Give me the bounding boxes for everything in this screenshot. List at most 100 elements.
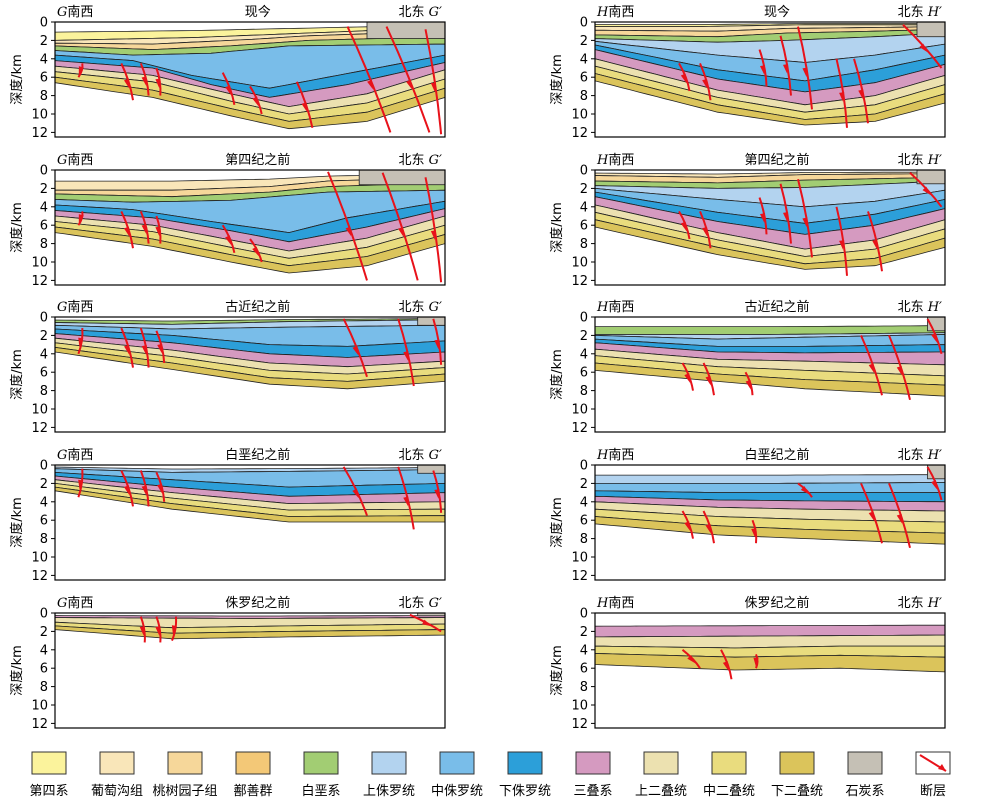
legend-label: 白垩系 (301, 783, 340, 799)
stratum-c (916, 22, 945, 38)
profile-end-label: 北东 H′ (898, 5, 942, 20)
y-tick-label: 6 (40, 219, 48, 234)
y-tick-label: 2 (580, 182, 588, 197)
profile-start-label: H南西 (596, 152, 634, 168)
fault-arrow (705, 523, 711, 534)
y-tick-label: 12 (571, 274, 588, 289)
y-tick-label: 10 (31, 256, 48, 271)
fault-arrow (157, 483, 163, 494)
y-tick-label: 0 (580, 607, 588, 622)
y-tick-label: 4 (40, 200, 48, 215)
section-panel: 0 2 4 6 8 10 12 深度/km H南西 北东 H′ 现今 (549, 4, 946, 141)
stage-title: 古近纪之前 (225, 299, 290, 315)
legend-swatch (371, 751, 407, 775)
fault-arrow (406, 79, 412, 90)
legend-label: 上二叠统 (635, 784, 687, 799)
profile-start-label: G南西 (57, 152, 93, 168)
panel-frame (594, 316, 946, 433)
fault-arrow (705, 375, 711, 386)
y-axis-label: 深度/km (549, 54, 565, 105)
legend-swatch (575, 751, 611, 775)
fault-arrow (155, 226, 161, 237)
fault-arrow (78, 214, 84, 224)
y-axis-label: 深度/km (549, 645, 565, 696)
stratum-p1 (55, 76, 445, 130)
y-tick-label: 0 (40, 459, 48, 474)
profile-end-label: 北东 G′ (399, 300, 443, 315)
fault-arrow (687, 655, 696, 664)
legend-label: 桃树园子组 (152, 784, 217, 799)
legend-item-putaogou: 葡萄沟组 (91, 751, 143, 799)
y-tick-label: 0 (580, 164, 588, 179)
y-axis-label: 深度/km (549, 349, 565, 400)
fault-line (346, 26, 392, 133)
y-tick-label: 4 (580, 643, 588, 658)
fault-arrow (931, 333, 938, 343)
fault-arrow (722, 661, 729, 671)
legend-label: 中二叠统 (703, 784, 755, 799)
y-tick-label: 0 (40, 164, 48, 179)
fault-line (381, 172, 419, 281)
y-tick-label: 4 (40, 347, 48, 362)
y-tick-label: 2 (40, 182, 48, 197)
fault-arrow (434, 339, 440, 350)
fault-line (327, 171, 368, 281)
fault-arrow (430, 230, 436, 240)
stage-title: 古近纪之前 (744, 299, 809, 315)
profile-start-label: H南西 (596, 299, 634, 315)
fault-arrow (896, 365, 903, 376)
y-axis-label: 深度/km (9, 54, 25, 105)
profile-end-label: 北东 H′ (898, 448, 942, 463)
y-tick-label: 8 (580, 680, 588, 695)
stage-title: 侏罗纪之前 (744, 595, 809, 611)
legend-label: 葡萄沟组 (91, 784, 143, 799)
fault-arrow (141, 76, 147, 86)
y-tick-label: 4 (40, 643, 48, 658)
y-tick-label: 0 (580, 16, 588, 31)
fault-arrow (78, 66, 84, 76)
fault-arrow (345, 226, 352, 237)
fault-arrow (252, 246, 259, 257)
fault-arrow (782, 64, 789, 74)
profile-end-label: 北东 H′ (898, 300, 942, 315)
stage-title: 白垩纪之前 (225, 447, 290, 463)
section-panel: 0 2 4 6 8 10 12 深度/km G南西 北东 G′ 第四纪之前 (9, 152, 446, 289)
legend-label: 下侏罗统 (499, 784, 551, 799)
panel-frame (54, 612, 446, 729)
y-tick-label: 2 (40, 329, 48, 344)
panel-frame (594, 169, 946, 286)
stratum-j3 (595, 474, 945, 484)
y-tick-label: 12 (571, 421, 588, 436)
fault-arrow (403, 496, 409, 507)
y-tick-label: 4 (580, 200, 588, 215)
legend-swatch (303, 751, 339, 775)
fault-arrow (680, 221, 687, 232)
legend-swatch (779, 751, 815, 775)
y-axis-label: 深度/km (9, 202, 25, 253)
panel-frame (594, 464, 946, 581)
section-panel: 0 2 4 6 8 10 12 深度/km G南西 北东 G′ 现今 (9, 4, 446, 141)
fault-arrow (802, 67, 808, 78)
y-tick-label: 8 (40, 384, 48, 399)
section-panel: 0 2 4 6 8 10 12 深度/km H南西 北东 H′ 古近纪之前 (549, 299, 946, 436)
fault-arrow (141, 224, 147, 234)
fault-arrow (802, 217, 808, 228)
fault-arrow (760, 213, 766, 223)
legend-swatch (99, 751, 135, 775)
y-tick-label: 4 (40, 495, 48, 510)
fault-arrow (858, 89, 864, 100)
fault-arrow (868, 363, 875, 374)
legend-label: 下二叠统 (771, 784, 823, 799)
y-tick-label: 2 (580, 625, 588, 640)
y-tick-label: 12 (31, 274, 48, 289)
stage-title: 侏罗纪之前 (225, 595, 290, 611)
fault-arrow (301, 102, 307, 112)
y-tick-label: 4 (580, 495, 588, 510)
fault-arrow (225, 85, 231, 96)
fault-line (424, 177, 443, 283)
fault-arrow (398, 227, 404, 237)
y-tick-label: 10 (31, 699, 48, 714)
profile-start-label: G南西 (57, 595, 93, 611)
y-tick-label: 10 (571, 256, 588, 271)
